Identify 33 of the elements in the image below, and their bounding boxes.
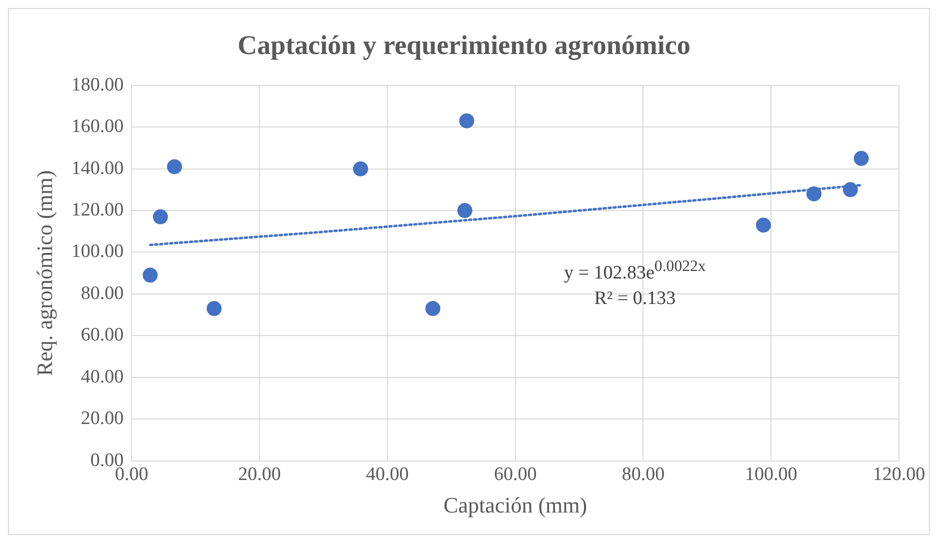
y-axis-title: Req. agronómico (mm) — [32, 170, 57, 376]
point — [457, 203, 472, 218]
y-tick-label: 120.00 — [71, 200, 124, 221]
point — [166, 159, 182, 174]
y-tick-label: 100.00 — [71, 241, 124, 262]
annotation: y = 102.83e$^{0.0022x}$ — [564, 257, 706, 286]
point — [806, 186, 822, 202]
point — [854, 150, 869, 166]
y-tick-label: 60.00 — [80, 324, 124, 346]
y-tick-label: 40.00 — [80, 366, 124, 388]
point — [152, 209, 168, 224]
point — [353, 161, 368, 176]
point — [142, 268, 158, 283]
point — [756, 218, 771, 233]
point — [459, 113, 474, 128]
x-tick-label: 100.00 — [744, 464, 798, 486]
point — [206, 301, 222, 316]
point — [425, 301, 440, 316]
x-tick-label: 80.00 — [622, 464, 665, 486]
annotation: R² = 0.133 — [593, 287, 677, 312]
x-axis-title: Captación (mm) — [444, 492, 588, 518]
y-tick-label: 80.00 — [80, 282, 124, 304]
y-tick-label: 180.00 — [71, 74, 124, 96]
y-tick-label: 20.00 — [80, 408, 124, 430]
x-tick-label: 20.00 — [238, 464, 281, 486]
y-tick-label: 140.00 — [71, 158, 124, 179]
x-tick-label: 60.00 — [494, 464, 537, 486]
x-tick-label: 40.00 — [366, 464, 409, 486]
x-tick-label: 120.00 — [872, 464, 926, 486]
y-tick-label: 160.00 — [71, 116, 124, 138]
line-series — [148, 184, 863, 246]
point — [842, 182, 858, 198]
chart-title: Captación y requerimiento agronómico — [238, 30, 690, 60]
